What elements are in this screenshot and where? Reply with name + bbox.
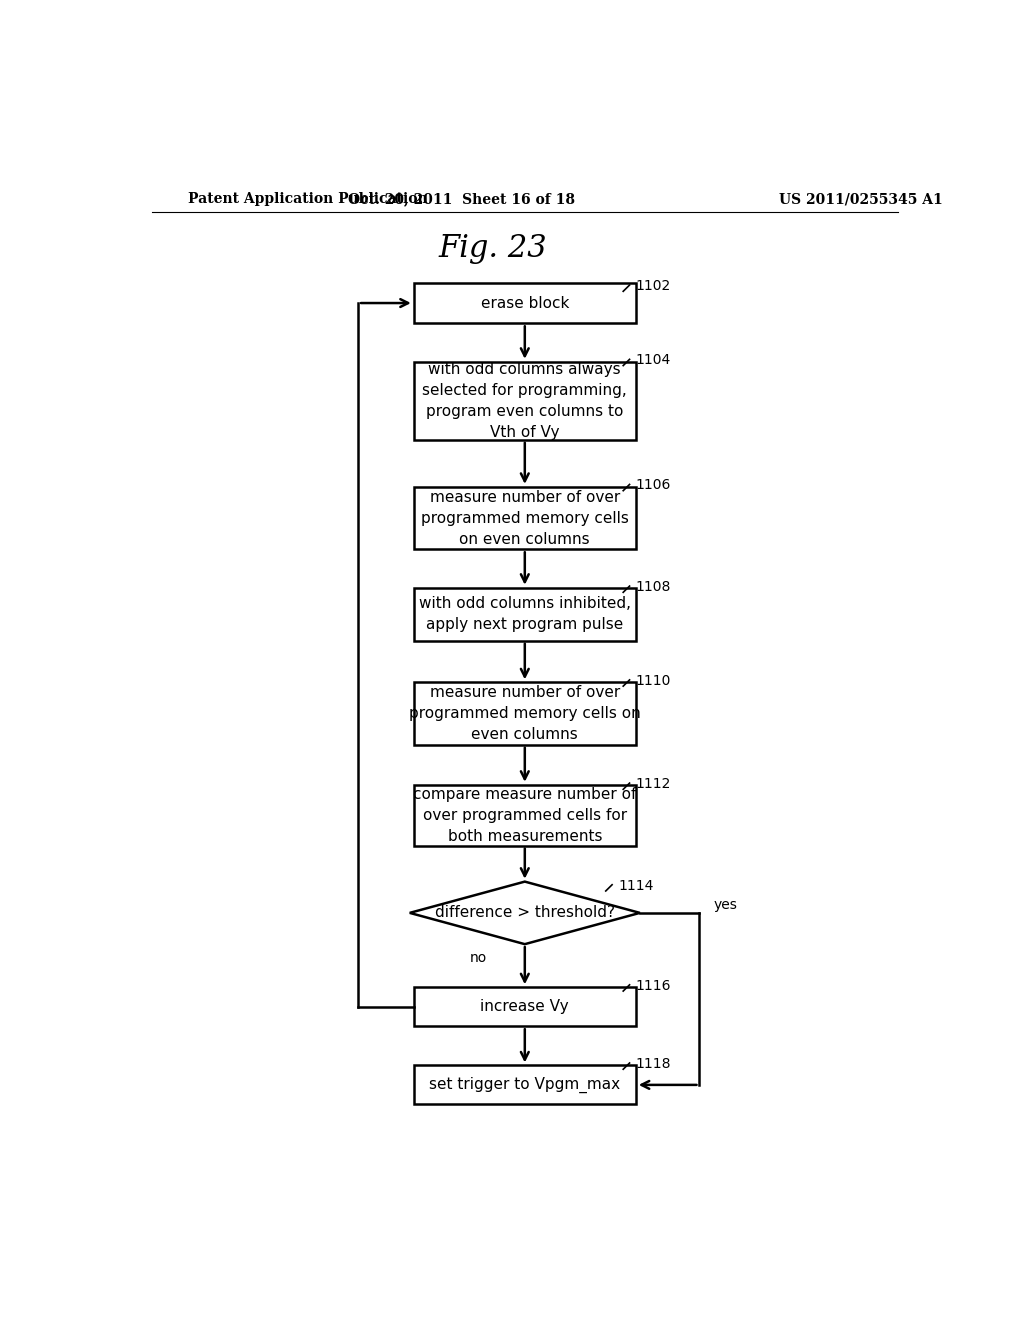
Text: no: no <box>470 952 487 965</box>
Bar <box>414 1065 636 1105</box>
Text: 1106: 1106 <box>636 478 672 492</box>
Text: measure number of over
programmed memory cells on
even columns: measure number of over programmed memory… <box>409 685 641 742</box>
Text: compare measure number of
over programmed cells for
both measurements: compare measure number of over programme… <box>413 787 637 843</box>
Bar <box>414 987 636 1026</box>
Text: with odd columns always
selected for programming,
program even columns to
Vth of: with odd columns always selected for pro… <box>423 362 627 440</box>
Text: 1114: 1114 <box>618 879 653 892</box>
Text: 1110: 1110 <box>636 673 672 688</box>
Polygon shape <box>410 882 640 944</box>
Bar <box>414 487 636 549</box>
Text: 1104: 1104 <box>636 354 671 367</box>
Text: 1112: 1112 <box>636 777 672 791</box>
Text: 1102: 1102 <box>636 279 671 293</box>
Text: Fig. 23: Fig. 23 <box>438 232 548 264</box>
Text: increase Vy: increase Vy <box>480 999 569 1014</box>
Bar <box>414 682 636 744</box>
Text: Oct. 20, 2011  Sheet 16 of 18: Oct. 20, 2011 Sheet 16 of 18 <box>348 191 574 206</box>
Bar <box>414 587 636 640</box>
Text: set trigger to Vpgm_max: set trigger to Vpgm_max <box>429 1077 621 1093</box>
Text: erase block: erase block <box>480 296 569 310</box>
Bar <box>414 282 636 323</box>
Text: US 2011/0255345 A1: US 2011/0255345 A1 <box>779 191 942 206</box>
Text: difference > threshold?: difference > threshold? <box>435 906 614 920</box>
Text: measure number of over
programmed memory cells
on even columns: measure number of over programmed memory… <box>421 490 629 546</box>
Bar <box>414 362 636 440</box>
Text: yes: yes <box>714 898 737 912</box>
Text: with odd columns inhibited,
apply next program pulse: with odd columns inhibited, apply next p… <box>419 597 631 632</box>
Text: 1118: 1118 <box>636 1057 672 1071</box>
Text: 1116: 1116 <box>636 978 672 993</box>
Bar <box>414 784 636 846</box>
Text: Patent Application Publication: Patent Application Publication <box>187 191 427 206</box>
Text: 1108: 1108 <box>636 579 672 594</box>
